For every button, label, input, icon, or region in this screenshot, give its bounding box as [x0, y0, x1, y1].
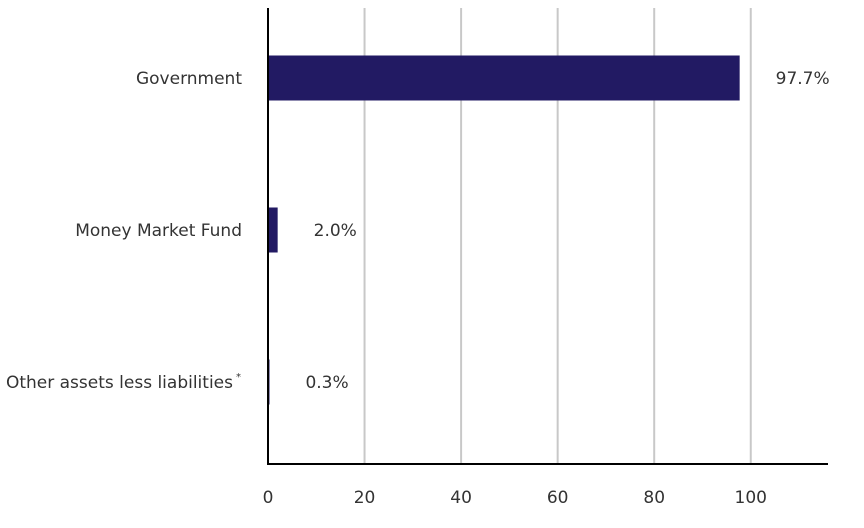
value-label-1: 2.0%	[314, 221, 357, 241]
bar-0	[268, 55, 740, 101]
category-footnote-mark-2: *	[236, 372, 241, 383]
category-label-2: Other assets less liabilities	[6, 373, 233, 393]
bars	[268, 55, 740, 405]
x-tick-label-20: 20	[354, 488, 376, 508]
x-tick-label-100: 100	[735, 488, 767, 508]
category-label-0: Government	[136, 69, 242, 89]
category-label-1: Money Market Fund	[75, 221, 242, 241]
axes: 0 20 40 60 80 100	[263, 8, 828, 508]
value-label-2: 0.3%	[305, 373, 348, 393]
value-label-0: 97.7%	[776, 69, 830, 89]
x-tick-label-0: 0	[263, 488, 274, 508]
x-tick-label-60: 60	[547, 488, 569, 508]
x-tick-label-40: 40	[450, 488, 472, 508]
labels: Government 97.7% Money Market Fund 2.0% Othe…	[6, 69, 830, 393]
bar-1	[268, 207, 278, 253]
x-tick-label-80: 80	[643, 488, 665, 508]
